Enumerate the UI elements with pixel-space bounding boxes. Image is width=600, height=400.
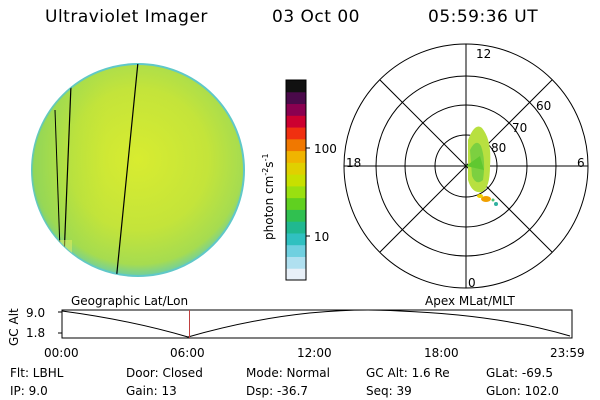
colorbar-band — [286, 127, 306, 140]
colorbar-band — [286, 91, 306, 105]
earth-globe-image — [31, 63, 245, 277]
altitude-plot — [58, 309, 573, 339]
instrument-title: Ultraviolet Imager — [45, 7, 208, 27]
x-tick-2359: 23:59 — [550, 346, 585, 360]
colorbar-band — [286, 185, 306, 199]
info-gain: Gain: 13 — [126, 384, 177, 398]
altitude-ylabel: GC Alt — [7, 308, 21, 346]
colorbar-band — [286, 232, 306, 246]
colorbar-band — [286, 256, 306, 269]
polar-lat-80: 80 — [491, 141, 507, 155]
colorbar-band — [286, 103, 306, 116]
colorbar-band — [286, 138, 306, 152]
polar-label-6: 6 — [577, 156, 585, 170]
apex-caption: Apex MLat/MLT — [425, 294, 515, 308]
colorbar-band — [286, 197, 306, 210]
geographic-caption: Geographic Lat/Lon — [71, 294, 189, 308]
x-tick-0000: 00:00 — [44, 346, 79, 360]
info-filter: Flt: LBHL — [10, 366, 64, 380]
info-ip: IP: 9.0 — [10, 384, 48, 398]
date-label: 03 Oct 00 — [272, 7, 360, 27]
x-tick-1200: 12:00 — [297, 346, 332, 360]
colorbar-units-label: photon cm-2s-1 — [261, 153, 276, 240]
polar-lat-60: 60 — [536, 99, 552, 113]
colorbar-band — [286, 209, 306, 222]
info-seq: Seq: 39 — [366, 384, 412, 398]
x-tick-0600: 06:00 — [170, 346, 205, 360]
auroral-oval — [466, 126, 498, 206]
x-tick-1800: 18:00 — [424, 346, 459, 360]
info-mode: Mode: Normal — [246, 366, 330, 380]
colorbar-band — [286, 221, 306, 234]
colorbar-band — [286, 268, 306, 281]
polar-lat-70: 70 — [512, 121, 528, 135]
info-glat: GLat: -69.5 — [486, 366, 553, 380]
colorbar-band — [286, 150, 306, 163]
time-label: 05:59:36 UT — [428, 7, 539, 27]
colorbar — [285, 79, 310, 281]
info-gc-alt: GC Alt: 1.6 Re — [366, 366, 450, 380]
colorbar-band — [286, 174, 306, 187]
colorbar-band — [286, 115, 306, 128]
colorbar-band — [286, 80, 306, 93]
colorbar-tick-10: 10 — [314, 230, 330, 244]
info-glon: GLon: 102.0 — [486, 384, 559, 398]
polar-label-12: 12 — [476, 47, 492, 61]
polar-label-0: 0 — [468, 276, 476, 290]
altitude-y-low: 1.8 — [26, 326, 46, 340]
info-door: Door: Closed — [126, 366, 203, 380]
colorbar-band — [286, 162, 306, 175]
polar-label-18: 18 — [346, 156, 362, 170]
info-dsp: Dsp: -36.7 — [246, 384, 309, 398]
colorbar-tick-100: 100 — [314, 142, 337, 156]
altitude-y-high: 9.0 — [26, 306, 46, 320]
colorbar-band — [286, 244, 306, 257]
